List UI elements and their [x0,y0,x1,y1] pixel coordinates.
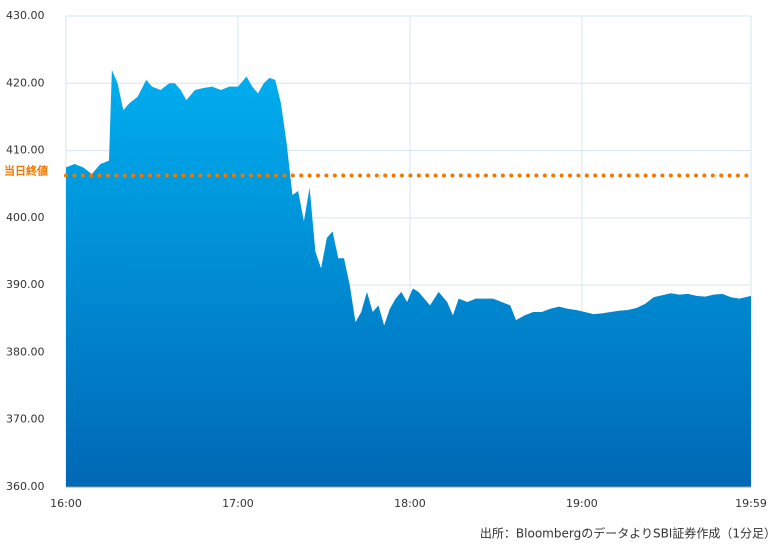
y-tick-label: 390.00 [6,278,45,291]
y-tick-label: 360.00 [6,480,45,493]
x-tick-label: 19:59 [735,497,767,510]
y-tick-label: 380.00 [6,345,45,358]
source-note: 出所：BloombergのデータよりSBI証券作成（1分足） [480,526,776,541]
x-tick-label: 19:00 [566,497,598,510]
y-tick-label: 400.00 [6,211,45,224]
area [66,69,751,487]
y-tick-label: 420.00 [6,76,45,89]
reference-label: 当日終値 [4,163,48,177]
x-tick-label: 17:00 [222,497,254,510]
y-tick-label: 370.00 [6,413,45,426]
y-tick-label: 430.00 [6,9,45,22]
x-tick-label: 18:00 [394,497,426,510]
x-tick-label: 16:00 [50,497,82,510]
y-tick-label: 410.00 [6,144,45,157]
